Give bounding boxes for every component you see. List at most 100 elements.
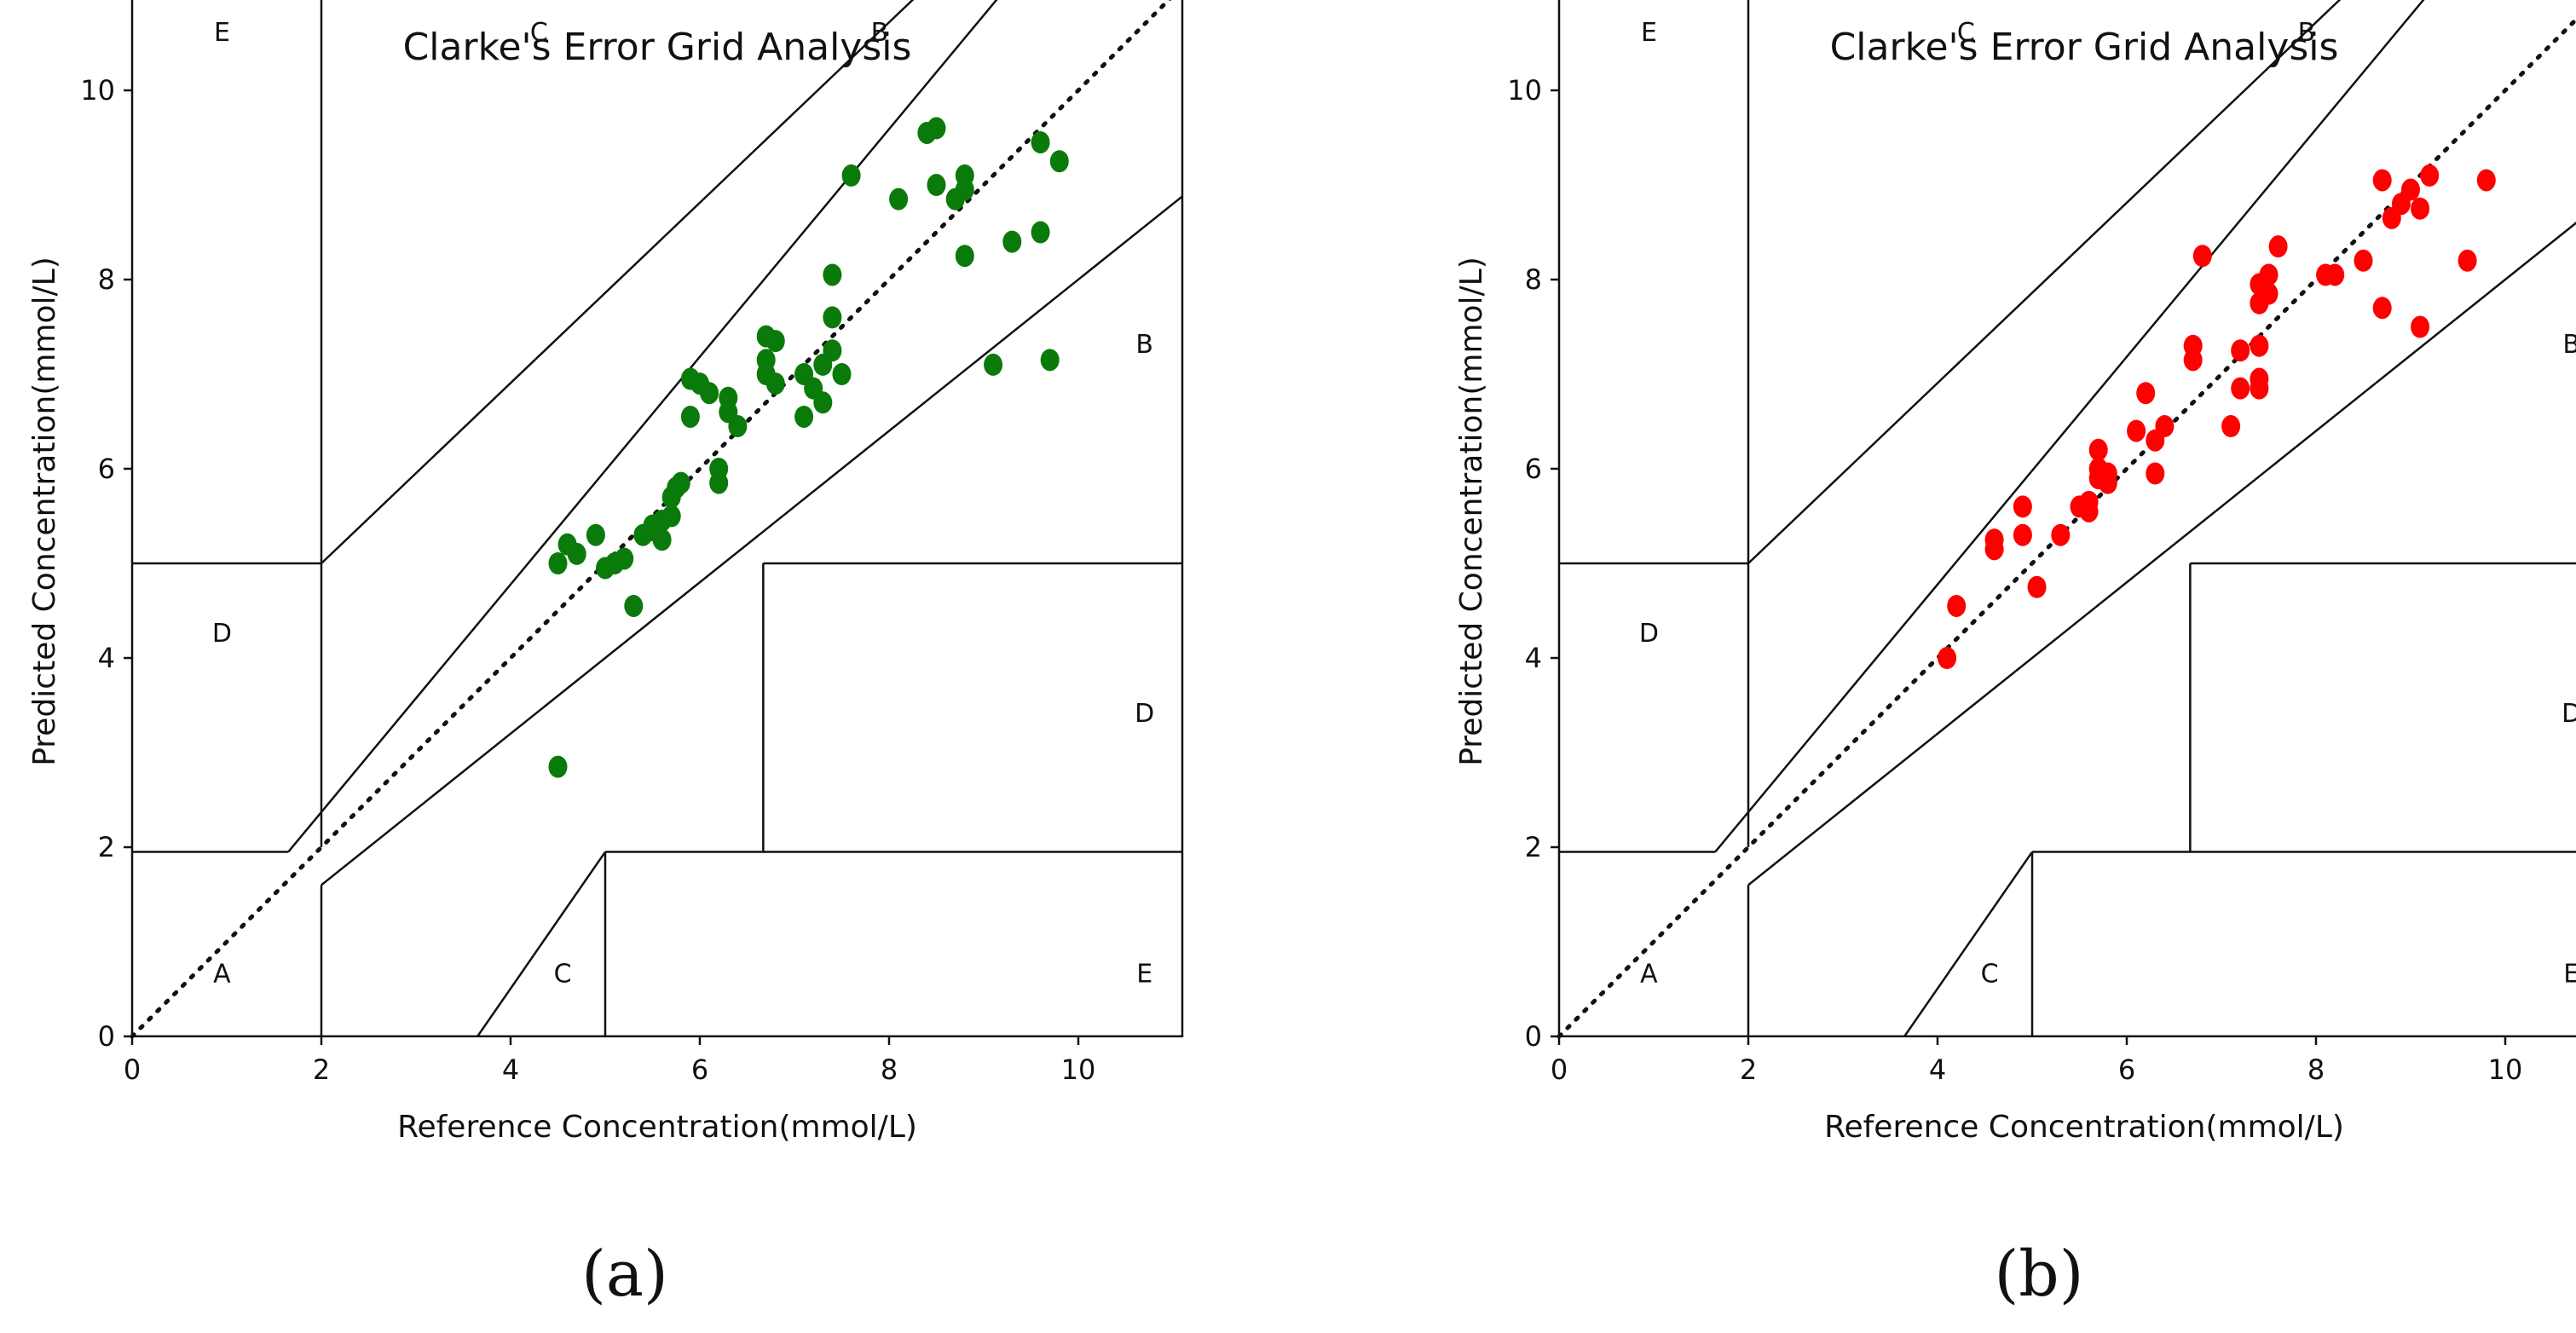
- data-point: [661, 505, 681, 528]
- data-point: [728, 415, 748, 438]
- data-point: [548, 755, 568, 778]
- data-point: [1040, 349, 1060, 372]
- y-tick-label: 0: [98, 1020, 115, 1053]
- data-point: [955, 178, 974, 201]
- data-point: [2231, 339, 2250, 362]
- data-point: [624, 594, 644, 617]
- data-point: [2401, 178, 2420, 201]
- y-tick-label: 8: [1525, 263, 1542, 296]
- x-tick-label: 2: [1740, 1053, 1757, 1086]
- data-point: [2098, 462, 2117, 485]
- zone-label: D: [212, 619, 232, 649]
- data-point: [823, 339, 842, 362]
- zone-boundary-5: [1747, 221, 2576, 886]
- data-point: [2268, 235, 2288, 258]
- data-point: [1031, 131, 1050, 154]
- data-point: [1031, 221, 1050, 244]
- y-tick-label: 6: [98, 453, 115, 485]
- axis-ticks: 0 2 4 6 8 10 0 2 4 6 8 10: [80, 74, 1095, 1086]
- x-tick-label: 4: [1929, 1053, 1946, 1086]
- y-tick-label: 2: [1525, 831, 1542, 863]
- y-axis-label: Predicted Concentration(mmol/L): [1454, 257, 1489, 766]
- y-tick-label: 10: [80, 74, 115, 107]
- x-axis-label: Reference Concentration(mmol/L): [1824, 1110, 2344, 1145]
- zone-label: C: [554, 959, 572, 989]
- data-point: [2250, 377, 2269, 400]
- zone-labels: E C B D B D A C E: [212, 18, 1154, 989]
- data-point: [765, 372, 785, 395]
- data-point: [1984, 528, 2004, 551]
- y-tick-label: 10: [1507, 74, 1542, 107]
- axis-ticks: 0 2 4 6 8 10 0 2 4 6 8 10: [1507, 74, 2522, 1086]
- data-points: [1938, 164, 2496, 669]
- data-point: [2136, 382, 2156, 405]
- zone-label: B: [871, 18, 889, 48]
- data-point: [719, 386, 738, 409]
- y-tick-label: 0: [1525, 1020, 1542, 1053]
- data-point: [2183, 349, 2203, 372]
- zone-label: E: [214, 18, 230, 48]
- x-tick-label: 0: [124, 1053, 141, 1086]
- data-point: [700, 382, 719, 405]
- data-point: [2259, 263, 2279, 286]
- zone-boundary-5: [321, 195, 1182, 886]
- error-grid-zone-lines: [132, 0, 1182, 1036]
- x-tick-label: 10: [2488, 1053, 2523, 1086]
- data-point: [2013, 495, 2032, 518]
- data-point: [984, 353, 1003, 376]
- data-point: [671, 471, 690, 494]
- y-tick-label: 4: [1525, 642, 1542, 674]
- data-point: [586, 523, 605, 546]
- data-point: [2088, 438, 2108, 461]
- zone-boundary-7: [1903, 851, 2034, 1036]
- data-point: [1002, 230, 1022, 253]
- plot-frame: [130, 0, 1184, 1038]
- data-point: [2458, 249, 2477, 272]
- zone-label: A: [1640, 959, 1658, 989]
- chart-title: Clarke's Error Grid Analysis: [403, 26, 912, 69]
- data-point: [680, 405, 700, 428]
- zone-label: C: [1957, 18, 1975, 48]
- zone-label: B: [1135, 330, 1153, 360]
- zone-label: D: [1639, 619, 1659, 649]
- data-point: [2231, 377, 2250, 400]
- panel-caption: (b): [1994, 1238, 2083, 1311]
- data-point: [2354, 249, 2373, 272]
- data-point: [615, 547, 634, 570]
- data-point: [813, 391, 833, 414]
- x-tick-label: 2: [313, 1053, 330, 1086]
- zone-boundary-7: [477, 851, 607, 1036]
- zone-label: D: [2562, 699, 2576, 729]
- data-point: [1947, 594, 1967, 617]
- data-point: [2127, 419, 2146, 442]
- data-point: [889, 188, 909, 211]
- data-point: [823, 263, 842, 286]
- zone-label: E: [1136, 959, 1152, 989]
- data-point: [841, 164, 861, 187]
- y-tick-label: 4: [98, 642, 115, 674]
- error-grid-zone-lines: [1559, 0, 2576, 1036]
- zone-boundary-3: [287, 0, 998, 853]
- zone-label: C: [530, 18, 548, 48]
- zone-labels: E C B D B D A C E: [1639, 18, 2576, 989]
- x-tick-label: 10: [1061, 1053, 1096, 1086]
- zone-label: A: [213, 959, 231, 989]
- zone-boundary-3: [1714, 0, 2425, 853]
- zone-label: B: [2298, 18, 2316, 48]
- data-point: [2476, 169, 2496, 192]
- data-point: [2411, 315, 2430, 338]
- x-tick-label: 6: [691, 1053, 708, 1086]
- zone-boundary-4: [1747, 0, 2342, 564]
- data-point: [652, 528, 672, 551]
- data-point: [927, 174, 946, 196]
- data-point: [2411, 197, 2430, 220]
- plot-frame: [1557, 0, 2576, 1038]
- data-points: [548, 117, 1069, 778]
- data-point: [832, 363, 852, 385]
- data-point: [2013, 523, 2032, 546]
- y-tick-label: 8: [98, 263, 115, 296]
- panel-caption: (a): [581, 1238, 668, 1311]
- data-point: [955, 245, 974, 268]
